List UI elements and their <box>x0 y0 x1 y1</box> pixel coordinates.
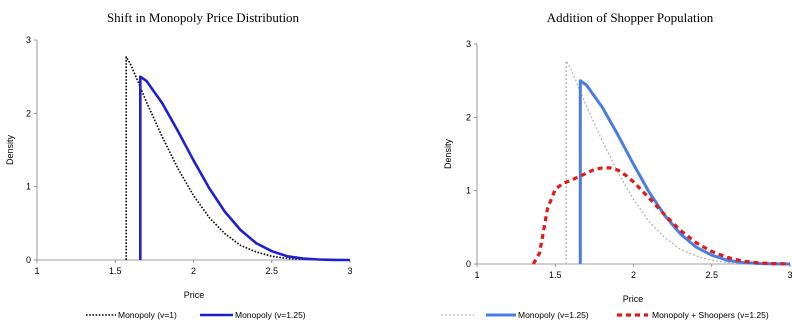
chart-right-legend: Monopoly (v=1.25) Monopoly + Shoopers (v… <box>441 310 769 320</box>
chart-left: Shift in Monopoly Price Distribution 1 1.… <box>5 10 353 320</box>
chart-right-x-label: Price <box>623 294 644 304</box>
chart-right-y-label: Density <box>443 138 453 169</box>
chart-right-x-tick-label: 2 <box>631 270 636 280</box>
chart-right: Addition of Shopper Population 1 1.5 2 2.5 3… <box>441 10 792 320</box>
chart-right-y-tick-label: 3 <box>466 39 471 49</box>
legend-label-monopoly-v125: Monopoly (v=1.25) <box>235 310 306 320</box>
legend-label-monopoly-shoppers: Monopoly + Shoopers (v=1.25) <box>652 310 769 320</box>
chart-right-x-tick-label: 1.5 <box>549 270 562 280</box>
chart-left-y-tick-label: 1 <box>26 182 31 192</box>
chart-left-series-line-1 <box>139 75 351 262</box>
chart-right-y-tick-label: 0 <box>466 259 471 269</box>
chart-right-title: Addition of Shopper Population <box>547 10 714 25</box>
chart-left-y-tick-label: 2 <box>26 108 31 118</box>
chart-left-legend: Monopoly (v=1) Monopoly (v=1.25) <box>86 310 306 320</box>
chart-right-series-line-2 <box>531 166 791 266</box>
chart-right-series-line-0 <box>565 60 791 265</box>
chart-left-x-tick-label: 1 <box>34 266 39 276</box>
chart-left-y-tick-label: 3 <box>26 35 31 45</box>
legend-label-monopoly-v125-blue: Monopoly (v=1.25) <box>518 310 589 320</box>
chart-right-series-line-1 <box>578 79 791 266</box>
chart-left-series-line-0 <box>125 56 351 261</box>
chart-left-y-label: Density <box>5 134 15 165</box>
chart-left-x-label: Price <box>184 290 205 300</box>
chart-left-title: Shift in Monopoly Price Distribution <box>107 10 300 25</box>
chart-right-x-tick-label: 1 <box>474 270 479 280</box>
chart-left-x-tick-label: 2 <box>191 266 196 276</box>
chart-left-x-tick-label: 3 <box>347 266 352 276</box>
chart-right-y-tick-label: 1 <box>466 186 471 196</box>
chart-right-x-tick-label: 2.5 <box>705 270 718 280</box>
chart-left-x-tick-label: 1.5 <box>109 266 122 276</box>
chart-left-y-tick-label: 0 <box>26 255 31 265</box>
chart-left-x-tick-label: 2.5 <box>265 266 278 276</box>
chart-left-series-group <box>125 56 351 262</box>
chart-right-y-tick-label: 2 <box>466 112 471 122</box>
chart-right-series-group <box>531 60 791 266</box>
legend-label-monopoly-v1: Monopoly (v=1) <box>118 310 177 320</box>
chart-right-x-tick-label: 3 <box>787 270 792 280</box>
